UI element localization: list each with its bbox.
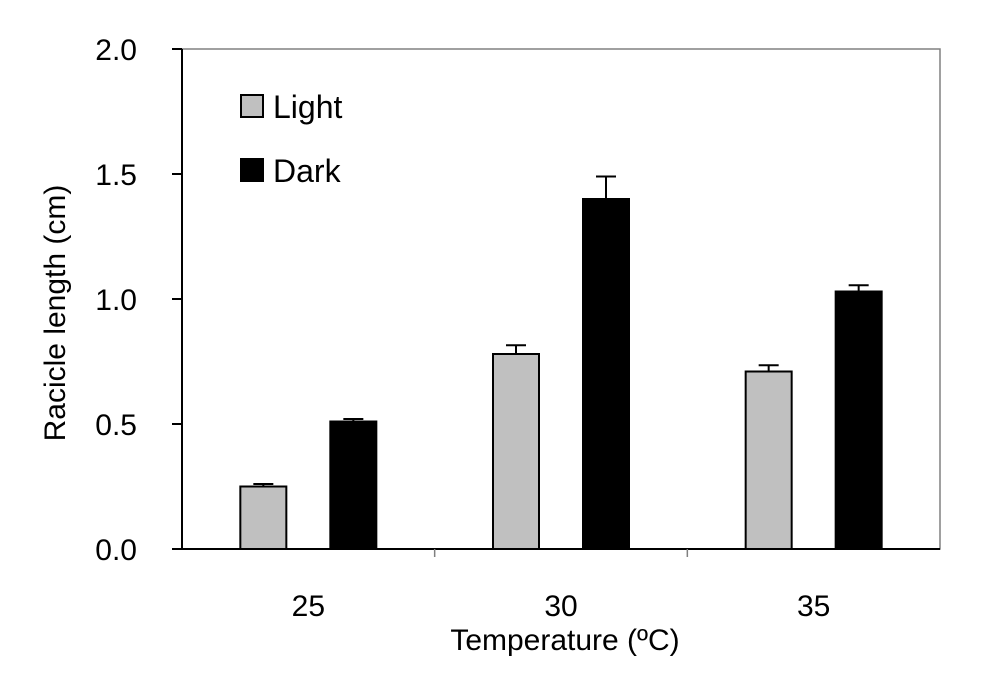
y-ticks: 0.0 0.5 1.0 1.5 2.0 xyxy=(95,34,182,567)
x-tick-label: 30 xyxy=(544,590,577,623)
x-tick-label: 35 xyxy=(797,590,830,623)
y-tick-label: 0.0 xyxy=(95,534,137,567)
plot-area xyxy=(181,48,941,550)
bar-dark xyxy=(329,420,378,550)
legend: Light Dark xyxy=(240,89,343,189)
bar-light xyxy=(239,485,288,550)
y-axis-title: Racicle length (cm) xyxy=(39,185,72,442)
y-tick-label: 0.5 xyxy=(95,409,137,442)
x-ticks: 25 30 35 xyxy=(292,549,830,623)
y-tick-label: 2.0 xyxy=(95,34,137,67)
bar-light xyxy=(492,353,540,550)
legend-label-light: Light xyxy=(273,89,343,125)
y-tick-label: 1.0 xyxy=(95,284,137,317)
bars xyxy=(239,175,883,550)
bar-dark xyxy=(582,198,630,550)
y-tick-label: 1.5 xyxy=(95,159,137,192)
bar-light xyxy=(744,370,793,550)
bar-dark xyxy=(834,290,883,550)
x-axis-title: Temperature (ºC) xyxy=(450,624,679,657)
x-tick-label: 25 xyxy=(292,590,325,623)
legend-swatch-light xyxy=(240,94,264,118)
legend-label-dark: Dark xyxy=(273,153,342,189)
legend-swatch-dark xyxy=(240,158,264,182)
